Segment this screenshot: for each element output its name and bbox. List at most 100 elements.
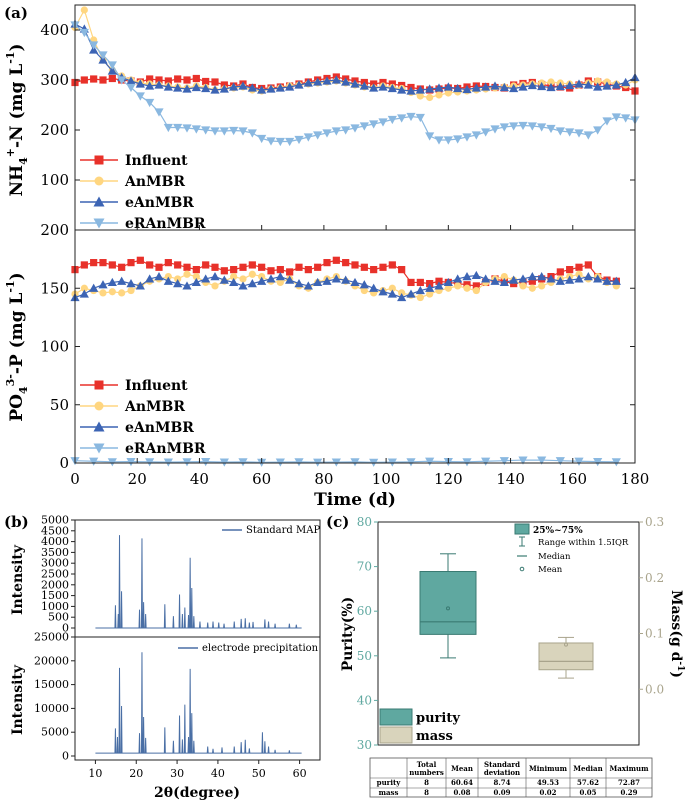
- a-bottom-point: [248, 261, 256, 269]
- a-top-point: [435, 91, 443, 99]
- a-top-point: [183, 76, 191, 84]
- a-bottom-point: [454, 282, 462, 290]
- panel-c-legend-mass-swatch: [379, 726, 413, 744]
- a-top-point: [257, 134, 267, 144]
- c-right-ytick-label: 0.0: [645, 682, 664, 696]
- a-bottom-point: [173, 278, 183, 288]
- a-bottom-point: [99, 289, 107, 297]
- a-bottom-point: [275, 272, 285, 281]
- a-bottom-point: [602, 276, 612, 285]
- a-xtick-label: 20: [128, 470, 147, 488]
- a-top-ytick-label: 300: [40, 71, 69, 89]
- a-bottom-point: [416, 278, 424, 287]
- table-cell: 0.05: [579, 788, 596, 797]
- a-top-legend-label: AnMBR: [124, 174, 185, 190]
- b-bottom-ytick-label: 5000: [41, 726, 69, 739]
- a-top-point: [211, 78, 219, 86]
- b-top-ytick-label: 4000: [41, 535, 69, 548]
- panel-b-top-legend-label: Standard MAP: [246, 525, 320, 536]
- a-top-point: [229, 126, 239, 136]
- b-top-ytick-label: 5000: [41, 514, 69, 527]
- table-cell: 49.53: [537, 778, 559, 787]
- b-bottom-ytick-label: 0: [62, 750, 69, 763]
- a-top-point: [191, 82, 201, 92]
- a-top-point: [341, 126, 351, 135]
- a-bottom-legend-label: AnMBR: [124, 399, 185, 415]
- a-top-point: [509, 122, 519, 131]
- table-border: [369, 757, 653, 798]
- a-bottom-point: [499, 457, 509, 466]
- a-bottom-point: [397, 292, 407, 302]
- table-cell: 60.64: [451, 778, 473, 787]
- a-bottom-point: [462, 458, 472, 467]
- a-bottom-point: [584, 261, 592, 269]
- a-top-point: [471, 83, 481, 92]
- a-bottom-point: [322, 276, 332, 285]
- panel-a-bottom-legend: Influent AnMBR eAnMBR eRAnMBR: [80, 378, 206, 457]
- a-bottom-point: [425, 457, 435, 466]
- a-bottom-point: [294, 458, 304, 467]
- a-bottom-point: [127, 259, 135, 267]
- c-left-ytick-label: 50: [357, 649, 372, 663]
- a-top-point: [303, 78, 313, 87]
- a-top-point: [135, 92, 145, 101]
- table-cell: mass: [379, 788, 399, 797]
- panel-a-top-yticks: 100 200 300 400: [40, 21, 635, 189]
- a-top-point: [79, 28, 89, 38]
- a-top-point: [191, 125, 201, 134]
- a-top-point: [555, 81, 565, 91]
- a-bottom-point: [379, 263, 387, 271]
- a-bottom-ytick-label: 200: [40, 221, 69, 239]
- a-xtick-label: 120: [434, 470, 463, 488]
- a-top-point: [117, 76, 127, 85]
- panel-c-left-yticks: 30 40 50 60 70 80: [357, 515, 378, 752]
- a-bottom-point: [117, 276, 127, 285]
- a-top-point: [621, 77, 631, 87]
- panel-c-legend-box-swatch: [514, 523, 530, 535]
- a-top-point: [546, 124, 556, 134]
- a-top-point: [257, 85, 267, 94]
- a-top-point: [135, 79, 145, 88]
- a-bottom-point: [350, 277, 360, 287]
- b-bottom-ytick-label: 25000: [34, 631, 69, 644]
- a-bottom-point: [80, 261, 88, 269]
- a-top-point: [173, 123, 183, 133]
- a-top-point: [201, 83, 211, 93]
- panel-a-xlabel: Time (d): [314, 490, 396, 510]
- a-bottom-point: [191, 277, 201, 287]
- a-bottom-point: [527, 272, 537, 281]
- table-cell: 0.29: [620, 788, 637, 797]
- panel-b-label: (b): [4, 513, 29, 531]
- table-header-cell: Maximum: [609, 764, 649, 773]
- a-top-point: [107, 61, 117, 70]
- a-bottom-point: [388, 261, 396, 269]
- a-bottom-point: [575, 270, 583, 278]
- a-bottom-point: [528, 284, 536, 292]
- a-top-point: [359, 122, 369, 131]
- a-top-point: [574, 129, 584, 138]
- panel-c-left-ylabel: Purity(%): [340, 597, 356, 672]
- panel-a-bottom-yticks: 0 50 100 150 200: [40, 221, 635, 472]
- a-top-point: [425, 84, 435, 93]
- a-bottom-point: [472, 286, 480, 295]
- a-xtick-label: 160: [558, 470, 587, 488]
- a-bottom-point: [350, 458, 360, 467]
- a-top-point: [126, 76, 136, 85]
- a-bottom-point: [108, 288, 116, 296]
- b-bottom-pattern-line: [95, 652, 302, 754]
- a-top-point: [453, 83, 463, 93]
- a-bottom-point: [304, 266, 312, 274]
- table-header-cell: Mean: [451, 764, 473, 773]
- b-xtick-label: 30: [170, 767, 184, 780]
- a-bottom-point: [519, 282, 527, 290]
- panel-b-bottom-ylabel: Intensity: [10, 664, 26, 735]
- a-bottom-point: [127, 286, 135, 295]
- a-top-point: [499, 82, 509, 92]
- a-bottom-point: [286, 268, 294, 276]
- a-top-point: [126, 83, 136, 93]
- a-bottom-series-line-3: [74, 459, 617, 463]
- a-bottom-point: [490, 276, 500, 285]
- a-top-point: [378, 118, 388, 127]
- a-top-point: [275, 137, 285, 147]
- a-top-point: [154, 108, 164, 117]
